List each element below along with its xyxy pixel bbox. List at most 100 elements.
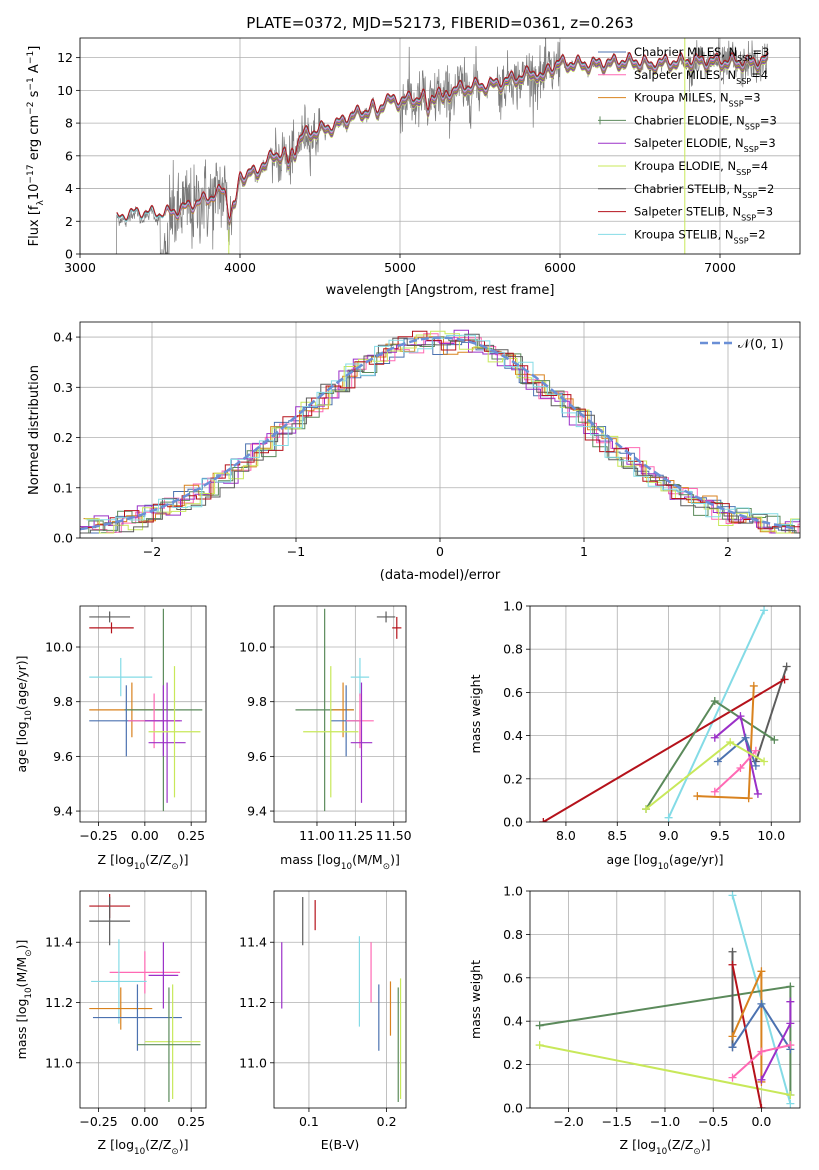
y-tick-label: 0.2 bbox=[53, 430, 73, 445]
series-salpeter-elodie bbox=[757, 997, 795, 1084]
point-marker bbox=[535, 1041, 544, 1050]
x-axis-label: (data-model)/error bbox=[380, 568, 501, 583]
point-marker bbox=[786, 997, 795, 1006]
error-bar-salpeter-miles bbox=[109, 951, 181, 994]
series-chabrier-miles bbox=[713, 733, 760, 770]
x-tick-label: −0.25 bbox=[79, 1114, 117, 1129]
y-tick-label: 8 bbox=[65, 116, 73, 131]
x-tick-label: 8.0 bbox=[556, 828, 576, 843]
y-tick-label: 0.0 bbox=[53, 531, 73, 546]
legend-label: Salpeter STELIB, NSSP=3 bbox=[634, 205, 773, 223]
y-axis-label: mass weight bbox=[468, 674, 483, 753]
y-tick-label: 11.4 bbox=[45, 935, 73, 950]
series-kroupa-stelib bbox=[664, 606, 769, 822]
legend-label: 𝒩(0, 1) bbox=[738, 336, 784, 351]
error-bar-chabrier-stelib bbox=[89, 897, 131, 946]
series-line bbox=[539, 1044, 791, 1096]
y-tick-label: 0 bbox=[65, 247, 73, 262]
x-tick-label: 11.50 bbox=[376, 828, 412, 843]
x-tick-label: 1 bbox=[580, 544, 588, 559]
figure-title: PLATE=0372, MJD=52173, FIBERID=0361, z=0… bbox=[246, 14, 633, 32]
y-axis-label: mass weight bbox=[468, 960, 483, 1039]
series-salpeter-miles bbox=[710, 746, 760, 796]
error-bar-kroupa-miles bbox=[332, 682, 354, 738]
x-tick-label: −1 bbox=[287, 544, 305, 559]
axes-frame bbox=[79, 37, 801, 255]
x-tick-label: 0.00 bbox=[131, 1114, 159, 1129]
series-salpeter-miles bbox=[728, 1041, 795, 1082]
error-bar-chabrier-elodie bbox=[137, 987, 201, 1102]
point-marker bbox=[757, 1047, 766, 1056]
legend-label: Chabrier ELODIE, NSSP=3 bbox=[634, 113, 777, 130]
legend-label: Chabrier MILES, NSSP=3 bbox=[634, 45, 769, 63]
series-line bbox=[731, 964, 763, 1108]
x-tick-label: 0.25 bbox=[177, 828, 205, 843]
legend-label: Kroupa MILES, NSSP=3 bbox=[634, 91, 761, 109]
y-axis-label: mass [log10(M/M⊙)] bbox=[14, 940, 34, 1060]
point-marker bbox=[760, 757, 769, 766]
x-tick-label: 10.0 bbox=[757, 828, 785, 843]
point-marker bbox=[749, 681, 758, 690]
point-marker bbox=[713, 757, 722, 766]
point-marker bbox=[757, 1075, 766, 1084]
point-marker bbox=[710, 787, 719, 796]
x-tick-label: 7000 bbox=[704, 260, 736, 275]
error-bar-kroupa-miles bbox=[89, 987, 153, 1030]
x-tick-label: 11.00 bbox=[299, 828, 335, 843]
error-bar-salpeter-elodie bbox=[148, 942, 179, 1009]
y-tick-label: 0.0 bbox=[503, 1101, 523, 1116]
grid bbox=[274, 606, 406, 822]
y-tick-label: 9.8 bbox=[53, 694, 73, 709]
x-tick-label: 4000 bbox=[224, 260, 256, 275]
x-tick-label: 3000 bbox=[64, 260, 96, 275]
point-marker bbox=[757, 999, 766, 1008]
point-marker bbox=[744, 794, 753, 803]
residual-histogram-panel: −2 −1 0 1 2 0.0 0.1 0.2 0.3 0.4 𝒩(0, 1) (data-model… bbox=[27, 321, 801, 583]
series-kroupa-miles bbox=[693, 681, 758, 803]
y-tick-label: 0.2 bbox=[503, 771, 523, 786]
plot-area bbox=[89, 608, 203, 812]
plot-area bbox=[115, 38, 769, 254]
y-tick-label: 1.0 bbox=[503, 884, 523, 899]
axes-frame bbox=[79, 605, 207, 823]
y-axis-label: Flux [fλ10−17 erg cm−2 s−1 A−1] bbox=[26, 46, 46, 247]
point-marker bbox=[786, 1019, 795, 1028]
axes-frame bbox=[273, 605, 407, 823]
y-tick-label: 9.6 bbox=[247, 749, 267, 764]
grid bbox=[530, 890, 800, 1109]
series-salpeter-stelib bbox=[728, 960, 766, 1108]
y-tick-label: 11.2 bbox=[45, 995, 73, 1010]
point-marker bbox=[786, 1099, 795, 1108]
legend-label: Kroupa STELIB, NSSP=2 bbox=[634, 227, 766, 245]
point-marker bbox=[751, 761, 760, 770]
x-axis-label: Z [log10(Z/Z⊙)] bbox=[620, 1137, 711, 1157]
point-marker bbox=[642, 805, 651, 814]
y-axis-label: age [log10(age/yr)] bbox=[14, 655, 34, 772]
y-tick-label: 0.1 bbox=[53, 480, 73, 495]
histogram-salpeter-stelib bbox=[81, 330, 800, 530]
point-marker bbox=[664, 813, 673, 822]
point-marker bbox=[786, 982, 795, 991]
legend: 𝒩(0, 1) bbox=[700, 336, 784, 351]
age-vs-z-panel: −0.25 0.00 0.25 9.4 9.6 9.8 10.0 Z [log10(Z/Z⊙)… bbox=[14, 605, 207, 872]
x-tick-label: 9.5 bbox=[710, 828, 730, 843]
x-tick-label: 0.0 bbox=[751, 1114, 771, 1129]
point-marker bbox=[760, 606, 769, 615]
x-axis-label: Z [log10(Z/Z⊙)] bbox=[98, 852, 189, 872]
error-bar-salpeter-stelib bbox=[392, 616, 402, 639]
plot-area bbox=[295, 608, 402, 812]
error-bar-salpeter-stelib bbox=[89, 622, 134, 634]
point-marker bbox=[728, 1073, 737, 1082]
y-tick-label: 10.0 bbox=[45, 640, 73, 655]
axes-frame bbox=[273, 890, 407, 1109]
y-tick-label: 1.0 bbox=[503, 599, 523, 614]
histogram-kroupa-elodie bbox=[85, 330, 800, 534]
point-marker bbox=[786, 1041, 795, 1050]
error-bar-kroupa-stelib bbox=[91, 939, 147, 1024]
grid bbox=[274, 891, 406, 1108]
series-kroupa-elodie bbox=[642, 738, 769, 814]
plot-area bbox=[535, 891, 795, 1108]
x-tick-label: −2 bbox=[143, 544, 161, 559]
point-marker bbox=[751, 746, 760, 755]
grid bbox=[80, 606, 206, 822]
